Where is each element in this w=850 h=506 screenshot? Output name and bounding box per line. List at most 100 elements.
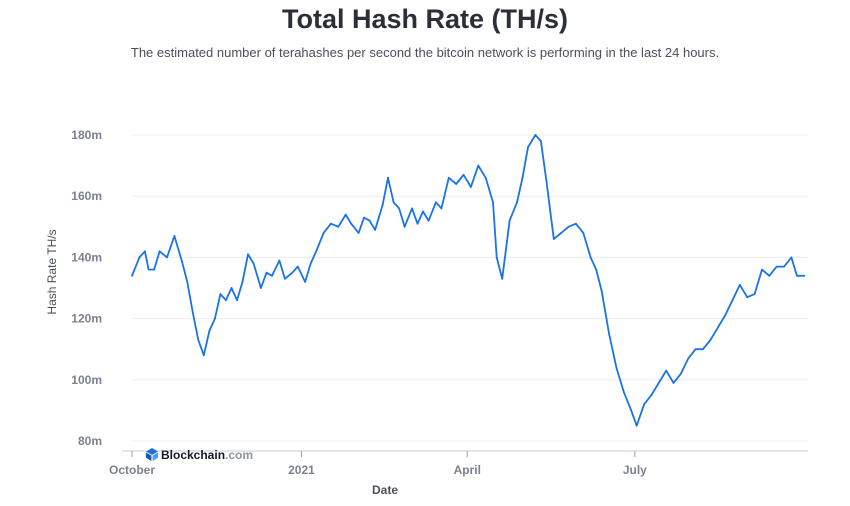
- data-point: [403, 225, 406, 228]
- data-point: [173, 235, 176, 237]
- data-point: [381, 204, 384, 207]
- data-point: [368, 219, 371, 222]
- data-point: [180, 259, 183, 262]
- y-tick-label: 80m: [78, 434, 102, 448]
- grid-lines: [122, 134, 808, 452]
- data-point: [265, 271, 268, 274]
- data-point: [392, 201, 395, 204]
- data-point: [144, 250, 146, 253]
- data-point: [761, 268, 763, 271]
- data-point: [186, 281, 189, 283]
- data-point: [545, 180, 548, 182]
- data-point: [398, 207, 400, 210]
- data-point: [630, 409, 633, 412]
- data-point: [567, 225, 570, 228]
- blockchain-logo: Blockchain.com: [146, 448, 253, 462]
- data-point: [753, 293, 756, 295]
- data-point: [768, 274, 771, 277]
- data-point: [208, 329, 211, 332]
- y-axis-title: Hash Rate TH/s: [45, 229, 59, 314]
- x-tick-label: October: [109, 463, 155, 477]
- data-point: [447, 176, 450, 179]
- data-point: [540, 140, 542, 143]
- data-point: [783, 265, 785, 268]
- data-point: [322, 232, 325, 234]
- data-point: [608, 333, 610, 335]
- data-point: [589, 256, 592, 259]
- data-point: [803, 274, 806, 277]
- data-point: [484, 176, 487, 179]
- data-point: [252, 262, 255, 265]
- data-point: [166, 256, 168, 259]
- hash-rate-points: [131, 134, 806, 427]
- data-point: [236, 299, 238, 302]
- data-point: [422, 210, 424, 213]
- data-point: [440, 207, 443, 210]
- data-point: [330, 222, 332, 225]
- data-point: [278, 259, 281, 262]
- data-point: [416, 222, 419, 225]
- data-point: [672, 382, 675, 384]
- data-point: [158, 250, 161, 253]
- data-point: [247, 253, 249, 256]
- chart-title: Total Hash Rate (TH/s): [281, 4, 569, 34]
- data-point: [470, 186, 472, 188]
- data-point: [357, 232, 360, 234]
- y-tick-label: 100m: [71, 373, 102, 387]
- brand-name: Blockchain.com: [161, 448, 253, 462]
- data-point: [731, 299, 734, 302]
- brand-suffix: .com: [225, 448, 253, 462]
- data-point: [435, 201, 437, 204]
- data-point: [527, 146, 529, 149]
- data-point: [427, 219, 430, 222]
- data-point: [304, 281, 306, 283]
- y-tick-label: 140m: [71, 250, 102, 264]
- data-point: [214, 317, 216, 320]
- data-point: [492, 201, 494, 204]
- data-point: [191, 311, 194, 314]
- chart-subtitle: The estimated number of terahashes per s…: [130, 45, 720, 60]
- data-point: [516, 201, 518, 204]
- data-point: [521, 176, 524, 179]
- data-point: [296, 265, 299, 268]
- data-point: [702, 348, 704, 351]
- data-point: [260, 287, 262, 289]
- data-point: [622, 391, 625, 393]
- data-point: [284, 277, 286, 280]
- data-point: [534, 134, 537, 136]
- data-point: [462, 173, 465, 176]
- data-point: [738, 284, 741, 286]
- x-tick-label: April: [454, 463, 481, 477]
- data-point: [387, 176, 389, 179]
- data-point: [495, 256, 498, 259]
- x-axis: October 2021 April July: [109, 451, 647, 477]
- data-point: [455, 183, 458, 185]
- data-point: [716, 326, 719, 329]
- x-tick-label: 2021: [288, 463, 315, 477]
- data-point: [560, 232, 563, 234]
- data-point: [508, 219, 511, 222]
- data-point: [411, 207, 413, 210]
- data-point: [796, 274, 798, 277]
- data-point: [197, 339, 200, 341]
- data-point: [138, 256, 141, 259]
- data-point: [694, 348, 697, 351]
- data-point: [291, 271, 294, 274]
- hash-rate-series-line: [131, 134, 805, 427]
- y-tick-label: 160m: [71, 189, 102, 203]
- data-point: [665, 369, 668, 372]
- data-point: [202, 354, 205, 357]
- data-point: [241, 281, 244, 283]
- data-point: [363, 216, 365, 219]
- data-point: [309, 262, 312, 265]
- data-point: [724, 314, 726, 317]
- data-point: [315, 250, 318, 253]
- data-point: [595, 268, 598, 271]
- data-point: [600, 290, 603, 292]
- data-point: [746, 296, 749, 299]
- data-point: [680, 372, 682, 375]
- data-point: [575, 222, 577, 225]
- data-point: [271, 274, 273, 277]
- data-point: [337, 225, 340, 228]
